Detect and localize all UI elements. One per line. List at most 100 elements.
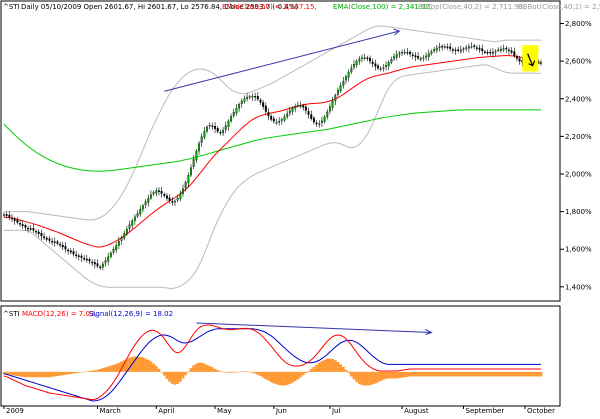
y-tick-label: 2,800% (565, 20, 592, 28)
macd-histogram-bar (152, 363, 156, 372)
candle-body (43, 236, 46, 239)
candle-body (288, 110, 291, 114)
candle-body (446, 46, 449, 48)
macd-histogram-bar (296, 371, 300, 380)
macd-histogram-bar (34, 371, 38, 378)
candle-body (315, 122, 318, 125)
candle-body (144, 201, 147, 205)
candle-body (59, 244, 62, 246)
candle-body (438, 46, 441, 49)
macd-histogram-bar (229, 371, 233, 373)
candle-body (422, 57, 425, 59)
macd-histogram-bar (40, 371, 43, 378)
candle-body (481, 48, 484, 52)
macd-histogram-bar (31, 371, 35, 378)
candle-body (160, 190, 163, 194)
macd-histogram-bar (82, 371, 86, 373)
macd-histogram-bar (253, 371, 257, 374)
macd-histogram-bar (406, 371, 409, 377)
macd-histogram-bar (144, 358, 147, 372)
candle-body (120, 237, 123, 241)
legend-ema100: EMA(Close,100) = 2,341.02, (333, 3, 432, 11)
candle-body (67, 249, 70, 252)
candle-body (334, 95, 337, 102)
candle-body (262, 102, 265, 107)
macd-histogram-bar (387, 371, 391, 379)
macd-histogram-bar (360, 371, 364, 386)
candle-body (393, 56, 396, 59)
macd-histogram-bar (478, 371, 481, 377)
macd-histogram-bar (227, 371, 230, 373)
candle-body (264, 105, 267, 112)
candle-body (99, 266, 102, 269)
candle-body (69, 250, 72, 253)
candle-body (171, 201, 174, 203)
candle-body (283, 116, 286, 121)
macd-histogram-bar (272, 371, 276, 384)
candle-body (56, 241, 59, 244)
macd-histogram-bar (109, 365, 113, 372)
candle-body (510, 50, 513, 53)
candle-body (425, 55, 428, 58)
macd-histogram-bar (168, 371, 172, 382)
macd-histogram-bar (459, 371, 463, 377)
macd-histogram-bar (291, 371, 294, 383)
candle-body (32, 228, 35, 231)
candle-body (40, 232, 43, 237)
candle-body (403, 51, 406, 54)
candle-body (358, 58, 361, 62)
candle-body (462, 48, 465, 51)
candle-body (243, 98, 246, 102)
macd-histogram-bar (261, 371, 265, 378)
macd-header-symbol: ^STI (3, 310, 20, 318)
macd-histogram-bar (496, 371, 500, 377)
macd-histogram-bar (122, 360, 126, 372)
macd-histogram-bar (336, 361, 340, 372)
macd-histogram-bar (219, 371, 222, 372)
macd-histogram-bar (389, 371, 393, 379)
candle-body (486, 51, 489, 54)
candle-body (5, 214, 8, 216)
macd-histogram-bar (301, 371, 305, 376)
macd-histogram-bar (224, 371, 228, 373)
candle-body (83, 258, 86, 260)
macd-histogram-bar (483, 371, 487, 377)
macd-histogram-bar (435, 371, 439, 377)
macd-histogram-bar (56, 371, 59, 376)
candle-body (411, 54, 414, 56)
macd-histogram-bar (507, 371, 511, 377)
macd-histogram-bar (467, 371, 471, 377)
macd-histogram-bar (398, 371, 401, 379)
candle-body (155, 190, 158, 194)
candle-body (3, 214, 5, 216)
macd-histogram-bar (285, 371, 289, 386)
candle-body (246, 97, 249, 99)
candle-body (379, 68, 382, 70)
macd-histogram-bar (48, 371, 51, 378)
macd-histogram-bar (430, 371, 433, 377)
legend-bbtop: BBTop(Close,40,2) = 2,711.93, (418, 3, 525, 11)
macd-histogram-bar (504, 371, 508, 377)
candle-body (240, 100, 243, 104)
macd-histogram-bar (424, 371, 428, 377)
macd-histogram-bar (339, 364, 343, 372)
candle-body (435, 47, 438, 51)
macd-plot (2, 322, 543, 402)
macd-histogram-bar (307, 371, 310, 372)
candle-body (206, 126, 208, 132)
macd-histogram-bar (66, 371, 70, 375)
price-trendline-arrowhead (393, 28, 401, 36)
candle-body (139, 209, 142, 215)
candle-body (190, 167, 192, 176)
macd-histogram-bar (280, 371, 284, 386)
candle-body (505, 47, 508, 50)
candle-body (267, 112, 270, 117)
macd-histogram-bar (197, 362, 201, 372)
candle-body (104, 260, 107, 264)
candle-body (275, 121, 278, 124)
macd-histogram-bar (365, 371, 369, 386)
candle-body (478, 47, 481, 50)
macd-histogram-bar (347, 371, 351, 374)
candle-body (158, 190, 160, 193)
macd-histogram-bar (448, 371, 452, 377)
